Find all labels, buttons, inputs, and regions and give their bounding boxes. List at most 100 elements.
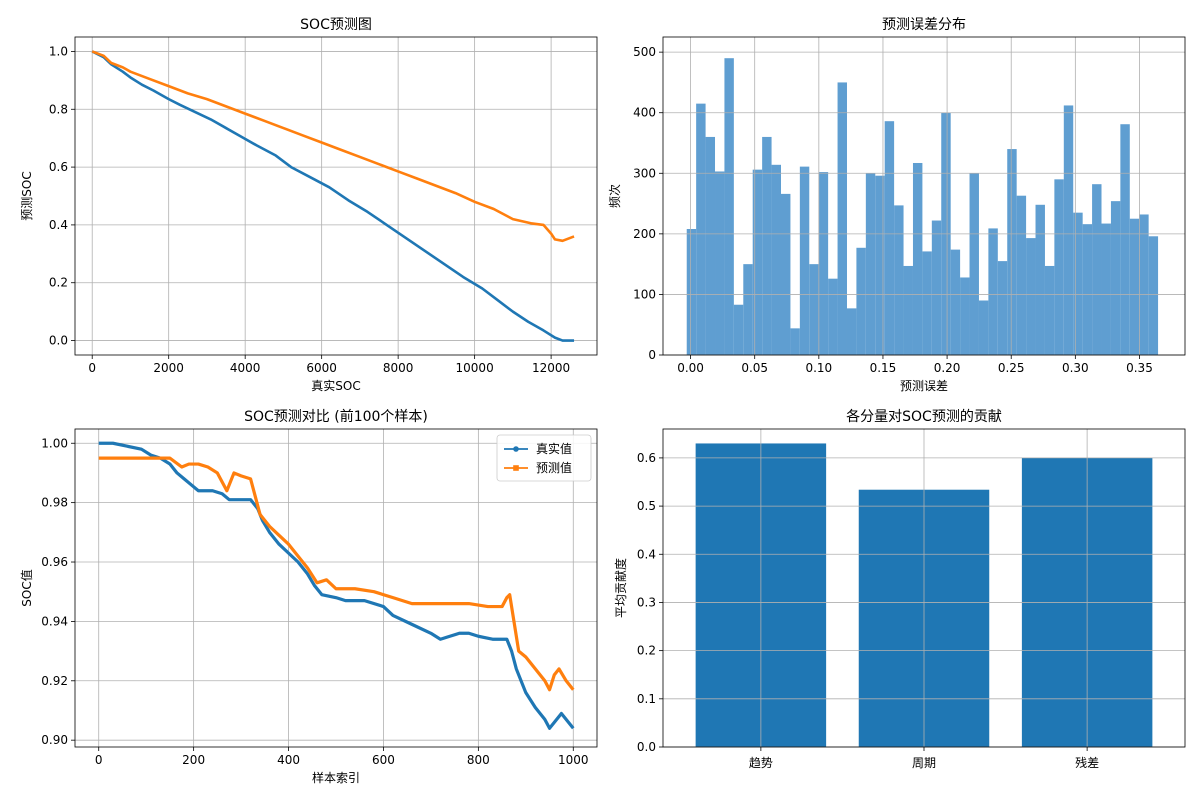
x-tick-label: 4000 (230, 361, 261, 375)
legend-marker-circle (513, 446, 519, 452)
y-tick-label: 0 (648, 348, 656, 362)
histogram-bar (762, 136, 772, 355)
x-tick-label: 12000 (532, 361, 570, 375)
histogram-bar (922, 251, 932, 355)
legend-marker-square (513, 465, 519, 471)
axes-frame (74, 36, 598, 356)
x-tick-label: 0.10 (805, 361, 832, 375)
histogram-bar (705, 136, 716, 355)
y-tick-label: 0.92 (41, 674, 68, 688)
histogram-bar (894, 205, 904, 355)
chart-title: SOC预测对比 (前100个样本) (244, 408, 428, 425)
category-label: 趋势 (749, 756, 773, 770)
y-tick-label: 0.98 (41, 496, 68, 510)
y-tick-label: 0.0 (49, 334, 68, 348)
category-label: 残差 (1075, 756, 1099, 770)
x-axis-label: 样本索引 (312, 770, 360, 785)
x-tick-label: 600 (372, 753, 395, 767)
histogram-bar (1110, 201, 1121, 355)
histogram-bar (818, 172, 829, 355)
soc-prediction-panel: 0 2000 4000 6000 8000 10000 12000 0.0 0.2 0.4 0.6 0… (20, 17, 598, 393)
y-tick-label: 0.94 (41, 614, 68, 628)
y-tick-label: 0.1 (637, 692, 656, 706)
x-tick-label: 0.30 (1062, 361, 1089, 375)
y-tick-label: 0.2 (637, 644, 656, 658)
y-tick-label: 0.8 (49, 102, 68, 116)
y-tick-label: 200 (633, 227, 656, 241)
histogram-bar (790, 328, 800, 355)
error-distribution-panel: 0.00 0.05 0.10 0.15 0.20 0.25 0.30 0.35 0 100 200 3… (608, 17, 1186, 393)
y-tick-label: 0.4 (637, 547, 656, 561)
x-tick-label: 0.05 (741, 361, 768, 375)
histogram-bar (865, 173, 876, 355)
x-tick-label: 0 (88, 361, 96, 375)
y-axis-label: 预测SOC (20, 171, 34, 220)
axes-frame (74, 428, 598, 748)
histogram-bar (1139, 214, 1149, 355)
histogram-bar (715, 171, 725, 355)
y-tick-label: 0.90 (41, 733, 68, 747)
histogram-bar (960, 277, 970, 355)
histogram-bar (686, 229, 697, 355)
histogram-bar (1035, 204, 1045, 355)
y-tick-label: 1.00 (41, 436, 68, 450)
y-tick-label: 300 (633, 166, 656, 180)
legend-entry-0: 真实值 (536, 441, 572, 456)
histogram-bar (931, 220, 942, 355)
x-tick-label: 0.15 (870, 361, 897, 375)
series-line-1 (98, 456, 575, 692)
y-tick-label: 0.0 (637, 740, 656, 754)
y-tick-label: 0.6 (637, 451, 656, 465)
x-tick-label: 400 (277, 753, 300, 767)
histogram-bar (1148, 236, 1159, 355)
histogram-bar (978, 300, 989, 355)
chart-title: 各分量对SOC预测的贡献 (846, 409, 1002, 425)
series-line-0 (98, 441, 575, 730)
histogram-bar (771, 164, 781, 355)
chart-title: SOC预测图 (300, 17, 372, 33)
histogram-bar (912, 162, 923, 355)
y-tick-label: 400 (633, 106, 656, 120)
y-tick-label: 100 (633, 287, 656, 301)
y-tick-label: 0.6 (49, 160, 68, 174)
histogram-bar (1092, 184, 1102, 355)
histogram-bar (1007, 149, 1017, 355)
y-tick-label: 0.4 (49, 218, 68, 232)
y-axis-label: 频次 (608, 184, 622, 208)
histogram-bar (837, 82, 847, 356)
y-tick-label: 0.5 (637, 499, 656, 513)
histogram-bar (846, 308, 857, 355)
x-tick-label: 0.25 (998, 361, 1025, 375)
histogram-bar (1120, 124, 1130, 355)
y-axis-label: SOC值 (19, 569, 34, 606)
x-tick-label: 0.35 (1126, 361, 1153, 375)
histogram-bar (969, 173, 979, 355)
x-tick-label: 6000 (306, 361, 337, 375)
series-line-1 (91, 50, 575, 243)
histogram-bar (903, 265, 913, 355)
histogram-bar (809, 264, 819, 355)
histogram-bar (950, 249, 961, 355)
histogram-bar (884, 121, 895, 355)
y-tick-label: 0.2 (49, 276, 68, 290)
chart-title: 预测误差分布 (882, 17, 966, 33)
x-tick-label: 10000 (456, 361, 494, 375)
histogram-bar (856, 247, 866, 355)
axes-frame (662, 36, 1186, 356)
histogram-bar (997, 261, 1008, 355)
y-tick-label: 0.3 (637, 595, 656, 609)
y-axis-label: 平均贡献度 (613, 558, 628, 618)
histogram-bar (1016, 195, 1027, 355)
y-tick-label: 500 (633, 45, 656, 59)
y-tick-label: 0.96 (41, 555, 68, 569)
histogram-bar (1082, 224, 1093, 355)
histogram-bar (1101, 223, 1111, 355)
histogram-bar (875, 175, 885, 355)
histogram-bar (752, 169, 763, 355)
histogram-bar (1073, 212, 1083, 355)
x-tick-label: 800 (467, 753, 490, 767)
histogram-bar (743, 264, 753, 355)
histogram-bar (988, 228, 998, 355)
x-tick-label: 0.20 (934, 361, 961, 375)
